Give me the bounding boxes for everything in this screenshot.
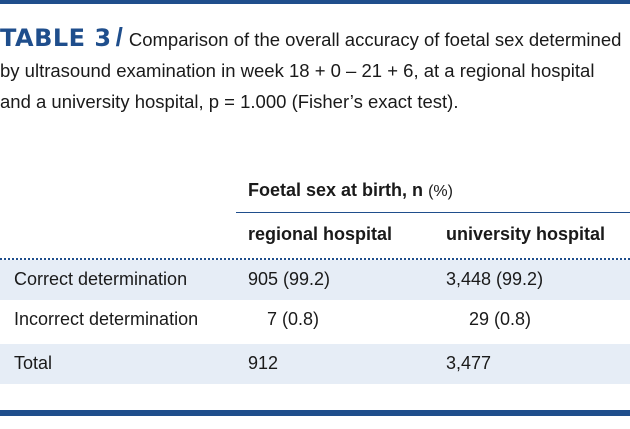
cell-regional: 912 [248,353,279,373]
table-row: Correct determination 905 (99.2) 3,448 (… [0,260,630,300]
group-header-unit: (%) [428,183,453,200]
table-caption: TABLE 3/Comparison of the overall accura… [0,22,625,117]
cell-regional: 905 (99.2) [248,269,331,289]
group-header: Foetal sex at birth, n (%) [248,180,453,200]
column-header-university: university hospital [446,224,606,244]
cell-regional: 7 (0.8) [267,309,320,329]
table-row: Total 912 3,477 [0,344,630,384]
table-number: TABLE 3 [0,24,112,52]
bottom-rule [0,410,630,416]
header-rule [236,212,630,213]
top-rule [0,0,630,4]
header-divider [0,258,630,260]
cell-university: 3,477 [446,353,492,373]
cell-university: 3,448 (99.2) [446,269,544,289]
row-label: Correct determination [14,269,188,289]
row-label: Total [14,353,53,373]
column-header-regional: regional hospital [248,224,393,244]
row-label: Incorrect determination [14,309,199,329]
cell-university: 29 (0.8) [469,309,532,329]
caption-text: Comparison of the overall accuracy of fo… [0,29,622,112]
caption-slash: / [115,22,123,52]
table-row: Incorrect determination 7 (0.8) 29 (0.8) [0,300,630,340]
